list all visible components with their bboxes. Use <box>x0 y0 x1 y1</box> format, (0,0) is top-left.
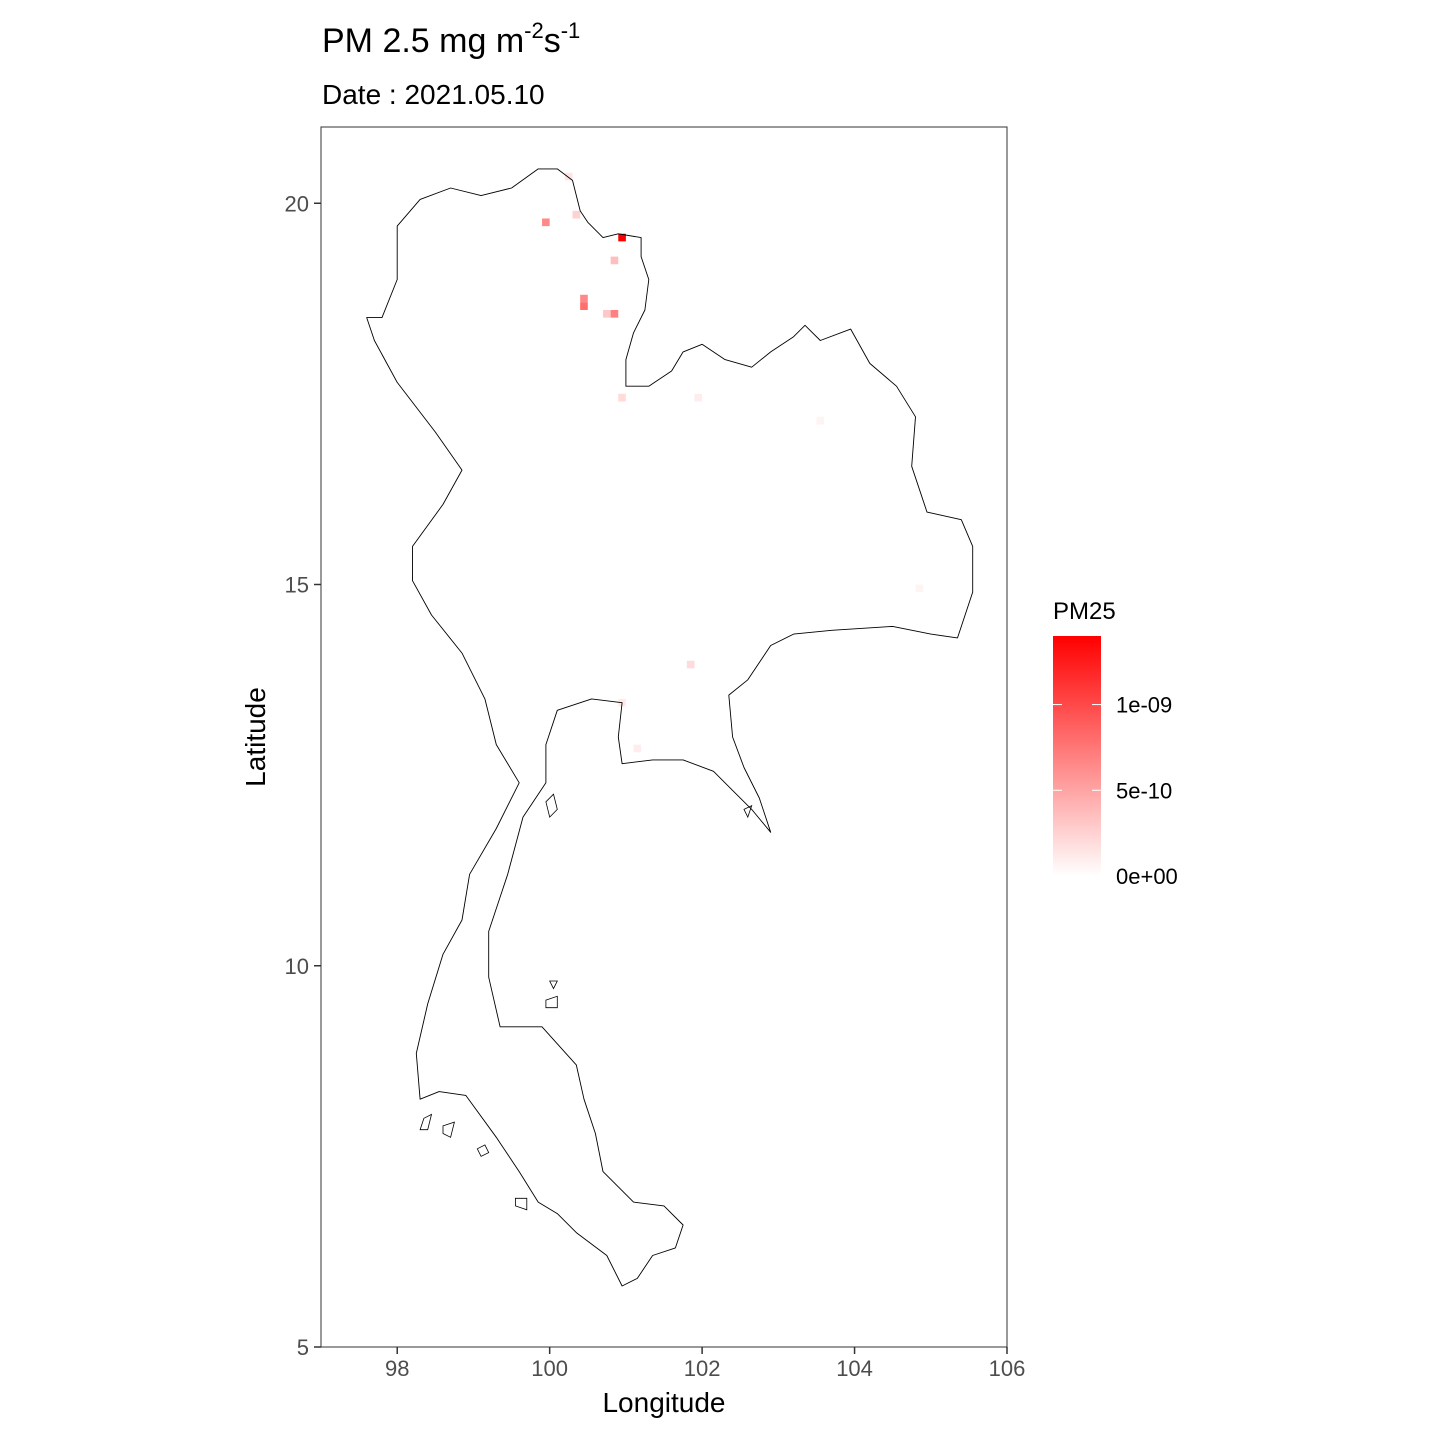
legend-break-label: 0e+00 <box>1116 864 1178 889</box>
pm25-cell <box>580 302 588 310</box>
legend-breaks: 0e+00 5e-10 1e-09 <box>1053 693 1178 889</box>
island-outline <box>743 804 753 819</box>
pm25-cell <box>542 218 550 227</box>
x-tick-label: 98 <box>385 1356 409 1381</box>
legend-title: PM25 <box>1053 598 1116 625</box>
pm25-cell <box>618 233 626 242</box>
island-outline <box>515 1197 528 1211</box>
pm25-cell <box>610 310 619 318</box>
legend: PM25 0e+00 5e-10 1e-09 <box>1053 598 1178 889</box>
pm25-cell <box>816 416 825 425</box>
pm25-cell <box>572 210 581 219</box>
plot-panel <box>320 126 1008 1348</box>
x-axis-title: Longitude <box>602 1387 725 1418</box>
island-outline <box>442 1121 455 1138</box>
legend-colorbar <box>1053 636 1101 876</box>
pm25-cell <box>618 393 626 402</box>
chart-title-base: PM 2.5 mg m <box>322 22 524 60</box>
map-layer <box>320 126 1008 1348</box>
thailand-outline <box>366 168 974 1287</box>
island-outline <box>419 1113 433 1131</box>
pm25-cell <box>694 393 703 402</box>
country-boundary <box>366 168 974 1287</box>
y-axis-title: Latitude <box>240 687 271 787</box>
y-tick-label: 10 <box>285 954 309 979</box>
island-outline <box>476 1144 490 1157</box>
y-tick-label: 5 <box>297 1335 309 1360</box>
pm25-cell <box>603 310 611 318</box>
chart-title-mid: s <box>544 22 561 60</box>
chart-subtitle: Date : 2021.05.10 <box>322 79 545 110</box>
y-tick-label: 15 <box>285 573 309 598</box>
legend-break-label: 5e-10 <box>1116 778 1172 803</box>
x-tick-label: 100 <box>531 1356 568 1381</box>
chart-title-sup2: -1 <box>561 18 581 43</box>
island-outline <box>549 980 558 990</box>
pm25-cell <box>686 660 695 669</box>
chart-title: PM 2.5 mg m-2s-1 <box>322 18 580 60</box>
pm25-cell <box>610 256 619 265</box>
legend-break-label: 1e-09 <box>1116 693 1172 718</box>
x-tick-label: 102 <box>684 1356 721 1381</box>
x-axis: 98 100 102 104 106 <box>385 1347 1025 1381</box>
x-tick-label: 104 <box>836 1356 873 1381</box>
pm25-cell <box>633 744 642 753</box>
y-axis: 5 10 15 20 <box>285 191 321 1360</box>
pm25-cells <box>542 172 924 753</box>
y-tick-label: 20 <box>285 191 309 216</box>
pm25-cell <box>915 584 924 593</box>
island-outline <box>545 793 558 818</box>
x-tick-label: 106 <box>989 1356 1026 1381</box>
island-outline <box>545 995 558 1009</box>
pm25-cell <box>580 294 588 303</box>
pm25-cell <box>564 172 573 181</box>
chart-title-sup1: -2 <box>524 18 544 43</box>
